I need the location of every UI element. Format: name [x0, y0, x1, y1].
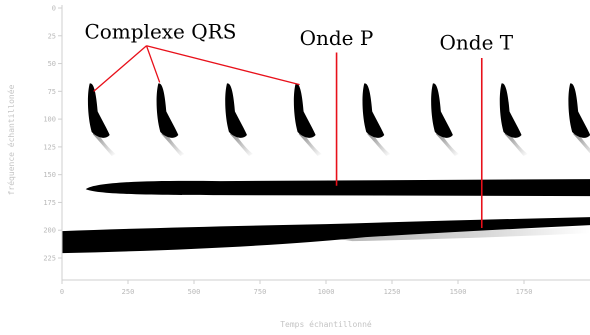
x-tick-label: 500: [188, 288, 201, 296]
y-tick-label: 25: [48, 32, 56, 40]
x-tick-label: 1000: [318, 288, 335, 296]
annotation-qrs-label: Complexe QRS: [84, 19, 236, 43]
qrs-complex-tail: [435, 130, 459, 156]
y-tick-label: 200: [43, 227, 56, 235]
qrs-complex-mark: [156, 83, 179, 138]
qrs-complex-mark: [225, 83, 247, 138]
qrs-complex-mark: [499, 83, 522, 138]
y-tick-label: 75: [48, 88, 56, 96]
annotation-onde-t-label: Onde T: [440, 30, 514, 54]
qrs-complex-tail: [229, 130, 253, 156]
x-axis-title: Temps échantillonné: [280, 319, 372, 329]
y-tick-label: 125: [43, 143, 56, 151]
annotation-qrs-pointer: [93, 45, 147, 92]
qrs-complex-mark: [87, 83, 110, 138]
qrs-complex-mark: [431, 83, 453, 138]
y-tick-label: 150: [43, 171, 56, 179]
qrs-complex-mark: [293, 83, 316, 138]
qrs-complex-tail: [504, 130, 528, 156]
y-tick-label: 100: [43, 116, 56, 124]
x-tick-label: 1500: [450, 288, 467, 296]
x-tick-label: 1750: [516, 288, 533, 296]
qrs-complex-tail: [298, 130, 322, 156]
y-tick-label: 175: [43, 199, 56, 207]
y-tick-label: 50: [48, 60, 56, 68]
y-tick-label: 225: [43, 255, 56, 263]
qrs-complex-mark: [568, 83, 590, 138]
x-tick-label: 750: [254, 288, 267, 296]
x-tick-label: 0: [60, 288, 64, 296]
annotation-qrs-pointer: [145, 45, 161, 83]
y-axis-title: fréquence échantillonée: [6, 84, 16, 195]
annotation-onde-p-label: Onde P: [300, 26, 374, 50]
y-axis-ticks: 0 25 50 75 100 125 150 175 200 225: [43, 5, 62, 263]
frequency-band-lower: [62, 217, 590, 254]
qrs-complex-tail: [573, 130, 590, 154]
qrs-complex-tail: [367, 130, 391, 156]
x-tick-label: 250: [122, 288, 135, 296]
qrs-complex-mark: [362, 83, 385, 138]
qrs-complex-tail: [161, 130, 185, 156]
plot-layer: [62, 83, 590, 254]
qrs-complex-tail: [92, 130, 116, 156]
y-tick-label: 0: [52, 5, 56, 13]
x-tick-label: 1250: [384, 288, 401, 296]
x-axis-ticks: 0 250 500 750 1000 1250 1500 1750: [60, 280, 533, 296]
frequency-band-lower-fade: [326, 227, 590, 242]
frequency-band-upper: [85, 179, 590, 197]
annotations: Complexe QRS Onde P Onde T: [84, 19, 514, 228]
annotation-qrs-pointer: [146, 45, 300, 86]
